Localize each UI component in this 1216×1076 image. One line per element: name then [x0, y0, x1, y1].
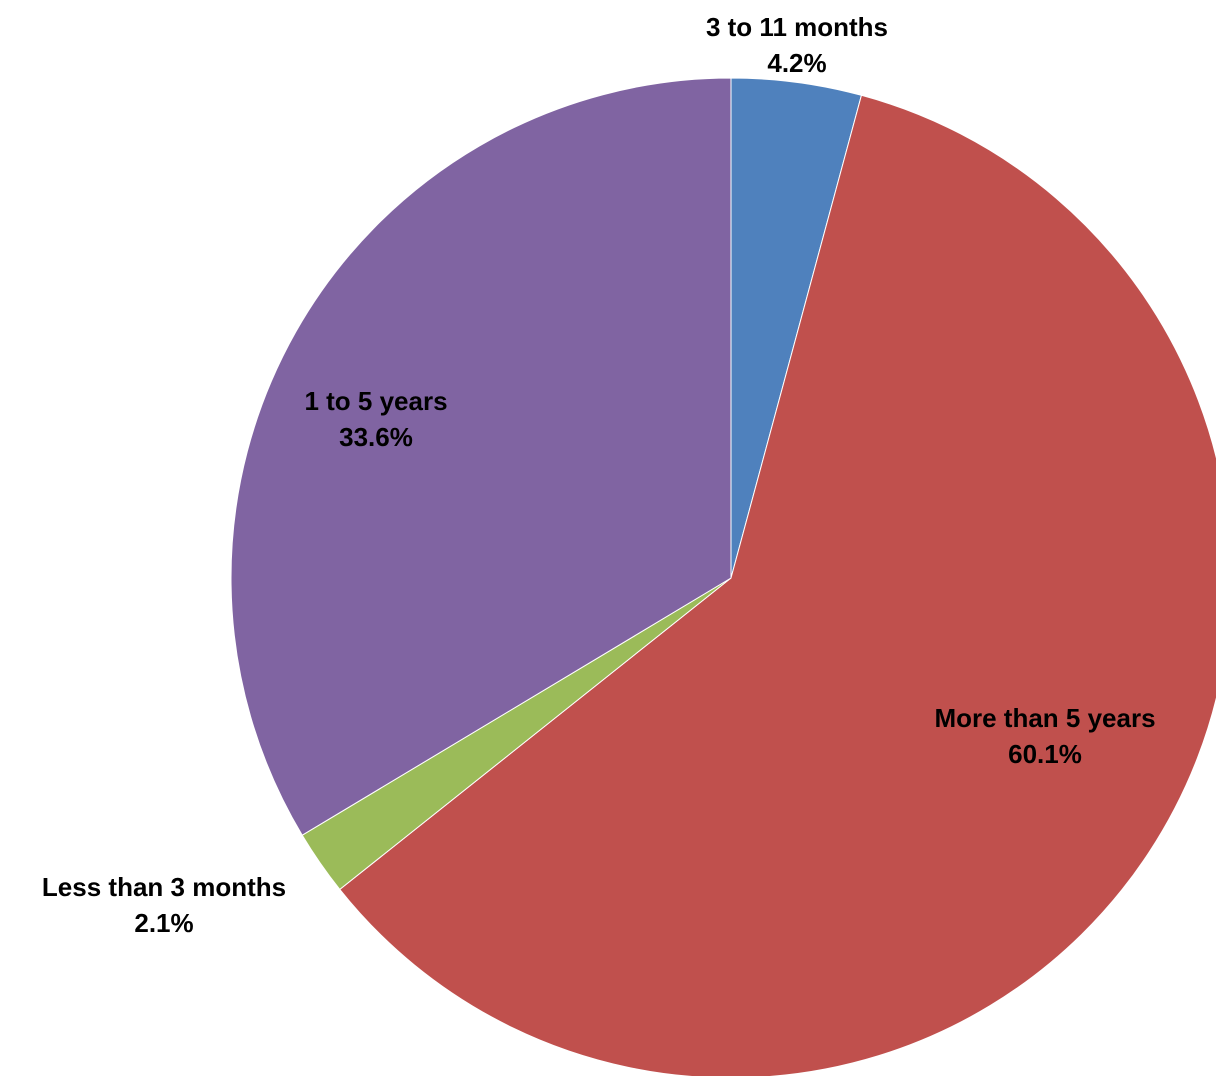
slice-label-1-to-5-years: 1 to 5 years [304, 386, 447, 416]
slice-value-less-than-3-months: 2.1% [134, 908, 193, 938]
slice-value-3-to-11-months: 4.2% [767, 48, 826, 78]
slice-label-3-to-11-months: 3 to 11 months [706, 12, 888, 42]
pie-slices [230, 77, 1216, 1076]
slice-label-more-than-5-years: More than 5 years [934, 703, 1155, 733]
slice-label-less-than-3-months: Less than 3 months [42, 872, 286, 902]
slice-value-more-than-5-years: 60.1% [1008, 739, 1082, 769]
slice-value-1-to-5-years: 33.6% [339, 422, 413, 452]
pie-slice-1-to-5-years [230, 77, 732, 836]
pie-slice-more-than-5-years [339, 94, 1216, 1076]
pie-labels: 3 to 11 months 4.2% More than 5 years 60.1%… [42, 12, 1156, 938]
